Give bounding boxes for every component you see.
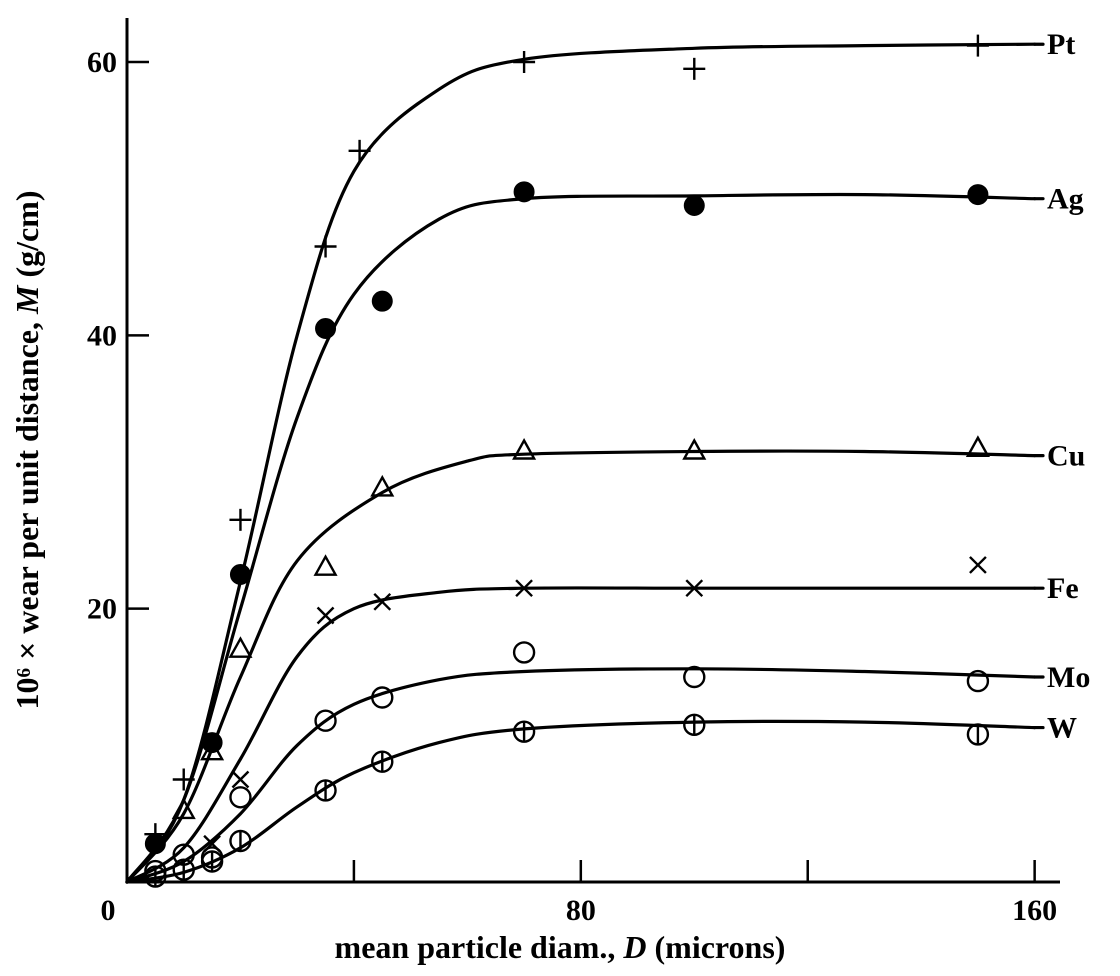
data-point-w	[200, 850, 224, 873]
data-point-cu	[965, 435, 990, 457]
data-point-ag	[683, 195, 705, 216]
data-point-w	[683, 713, 706, 737]
data-point-ag	[315, 318, 337, 339]
data-point-pt	[966, 34, 989, 57]
x-tick-label: 80	[566, 894, 596, 927]
data-point-mo	[229, 786, 252, 809]
axes	[125, 18, 1060, 884]
curve-pt	[125, 42, 1037, 884]
series-label-pt: Pt	[1047, 28, 1075, 61]
data-point-mo	[966, 669, 990, 693]
curve-w	[125, 719, 1037, 884]
series-label-cu: Cu	[1047, 440, 1085, 473]
data-point-fe	[373, 592, 392, 611]
y-axis-title: 10⁶ × wear per unit distance, M (g/cm)	[9, 190, 45, 709]
data-point-ag	[967, 184, 989, 206]
data-point-w	[229, 829, 252, 853]
data-point-ag	[513, 181, 535, 203]
y-tick-label: 60	[87, 46, 117, 79]
curve-cu	[125, 449, 1037, 884]
data-point-cu	[682, 438, 707, 460]
data-point-pt	[513, 51, 536, 73]
y-tick-label: 20	[87, 593, 117, 626]
data-point-pt	[172, 768, 195, 791]
data-point-w	[966, 723, 990, 746]
curve-mo	[125, 667, 1037, 884]
data-point-w	[144, 865, 167, 888]
data-point-cu	[370, 474, 395, 497]
data-point-ag	[371, 290, 393, 312]
series-curves	[125, 42, 1037, 884]
ticks: 0 80 160 20 40 60	[87, 46, 1057, 927]
x-tick-label: 160	[1012, 894, 1057, 927]
data-point-mo	[512, 641, 536, 664]
data-point-cu	[313, 554, 338, 576]
data-point-pt	[314, 235, 337, 258]
data-point-pt	[348, 139, 371, 162]
data-point-w	[371, 750, 394, 773]
data-point-fe	[316, 606, 335, 625]
data-point-w	[512, 720, 536, 743]
data-point-fe	[515, 579, 533, 598]
data-point-cu	[200, 738, 225, 761]
y-tick-label: 40	[87, 319, 117, 352]
x-axis-title: mean particle diam., D (microns)	[335, 929, 786, 965]
data-point-mo	[683, 665, 706, 689]
data-point-cu	[512, 438, 537, 460]
data-point-w	[314, 779, 337, 802]
series-labels: Pt Ag Cu Fe Mo W	[1033, 28, 1090, 745]
data-point-mo	[314, 709, 337, 732]
data-point-ag	[144, 833, 166, 855]
data-point-pt	[229, 508, 252, 531]
series-label-mo: Mo	[1047, 661, 1090, 694]
data-point-cu	[228, 636, 253, 658]
data-point-pt	[683, 57, 706, 80]
data-point-w	[172, 858, 195, 881]
series-label-ag: Ag	[1047, 183, 1084, 216]
series-label-fe: Fe	[1047, 572, 1079, 605]
data-point-cu	[171, 797, 196, 820]
curve-ag	[125, 192, 1037, 884]
data-point-ag	[229, 564, 251, 585]
data-point-fe	[969, 556, 987, 574]
x-tick-label: 0	[101, 894, 116, 927]
data-markers	[144, 34, 990, 888]
data-point-mo	[371, 686, 394, 709]
curve-fe	[125, 586, 1037, 884]
data-point-fe	[685, 579, 704, 598]
series-label-w: W	[1047, 712, 1077, 745]
data-point-fe	[231, 770, 250, 789]
